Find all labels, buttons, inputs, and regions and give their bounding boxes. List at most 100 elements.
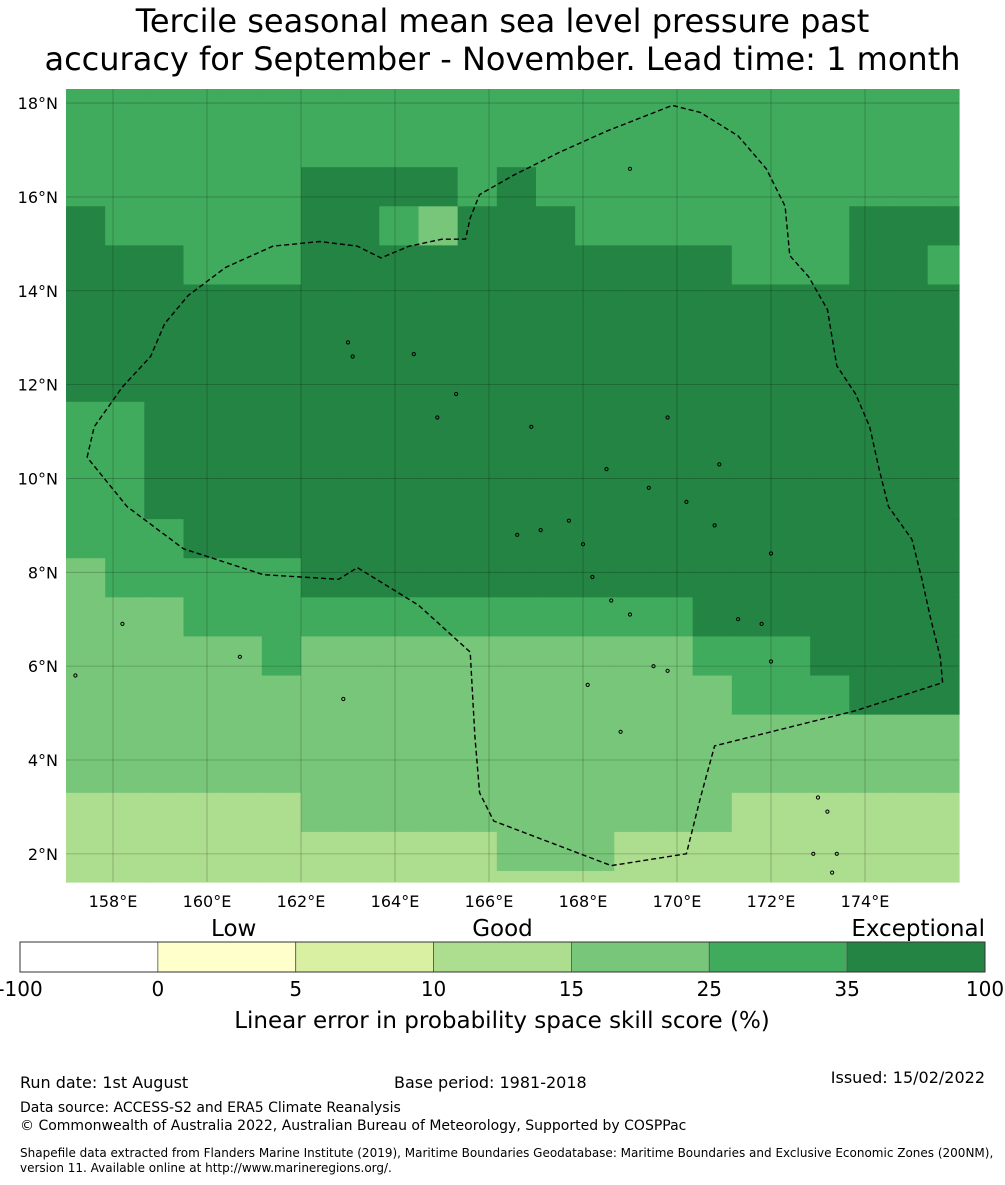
grid-cell	[731, 558, 772, 598]
grid-cell	[183, 167, 224, 207]
grid-cell	[105, 167, 145, 207]
grid-cell	[261, 245, 302, 286]
grid-cell	[535, 401, 576, 442]
island-outline	[825, 809, 830, 814]
latitude-label: 18°N	[18, 94, 58, 113]
grid-cell	[849, 831, 890, 872]
title-line-2: accuracy for September - November. Lead …	[44, 40, 961, 78]
grid-cell	[692, 89, 733, 129]
grid-cell	[810, 597, 850, 638]
grid-cell	[692, 323, 733, 364]
island-outline	[717, 462, 722, 467]
grid-cell	[418, 284, 459, 325]
island-outline	[815, 795, 821, 800]
grid-cell	[496, 831, 537, 872]
grid-cell	[810, 206, 850, 246]
grid-cell	[183, 792, 224, 833]
grid-cell	[927, 401, 960, 442]
grid-cell	[770, 89, 811, 129]
shapefile-credit: Shapefile data extracted from Flanders M…	[20, 1146, 1005, 1176]
grid-cell	[418, 871, 459, 883]
grid-cell	[653, 206, 694, 246]
island-outline	[811, 851, 816, 856]
grid-cell	[66, 284, 106, 325]
grid-cell	[888, 480, 929, 520]
grid-cell	[496, 128, 537, 168]
grid-cell	[300, 245, 341, 286]
grid-cell	[105, 831, 145, 872]
grid-cell	[261, 597, 302, 638]
grid-cell	[144, 714, 185, 755]
grid-cell	[144, 362, 185, 403]
grid-cell	[340, 245, 380, 286]
colorbar-swatch	[846, 941, 986, 973]
grid-cell	[300, 871, 341, 883]
grid-cell	[222, 558, 263, 598]
skill-score-map: 18°N 16°N 14°N 12°N 10°N 8°N 6°N 4°N 2°N 158°E 16…	[18, 89, 960, 910]
grid-cell	[496, 675, 537, 716]
grid-cell	[535, 362, 576, 403]
grid-cell	[261, 323, 302, 364]
grid-cell	[614, 558, 655, 598]
grid-cell	[66, 362, 106, 403]
grid-cell	[300, 128, 341, 168]
grid-cell	[300, 440, 341, 481]
grid-cell	[340, 206, 380, 246]
colorbar-tick-label: 25	[697, 977, 722, 1001]
grid-cell	[770, 206, 811, 246]
title-line-1: Tercile seasonal mean sea level pressure…	[135, 2, 870, 40]
grid-cell	[496, 871, 537, 883]
grid-cell	[496, 597, 537, 638]
grid-cell	[692, 284, 733, 325]
grid-cell	[770, 323, 811, 364]
grid-cell	[144, 871, 185, 883]
grid-cell	[222, 89, 263, 129]
grid-cell	[810, 558, 850, 598]
longitude-labels: 158°E 160°E 162°E 164°E 166°E 168°E 170°E 172°E…	[89, 892, 890, 910]
grid-cell	[496, 792, 537, 833]
grid-cell	[340, 675, 380, 716]
grid-cell	[496, 245, 537, 286]
grid-cell	[340, 89, 380, 129]
grid-cell	[692, 871, 733, 883]
grid-cell	[379, 558, 420, 598]
grid-cell	[340, 480, 380, 520]
grid-cell	[340, 714, 380, 755]
grid-cell	[575, 480, 615, 520]
grid-cell	[575, 401, 615, 442]
grid-cell	[379, 245, 420, 286]
grid-cell	[770, 675, 811, 716]
island-outline	[651, 664, 656, 669]
island-outline	[585, 682, 590, 688]
grid-cell	[418, 753, 459, 794]
grid-cell	[575, 558, 615, 598]
grid-cell	[105, 323, 145, 364]
grid-cell	[535, 636, 576, 677]
grid-cell	[496, 519, 537, 559]
grid-cell	[105, 362, 145, 403]
latitude-labels: 18°N 16°N 14°N 12°N 10°N 8°N 6°N 4°N 2°N	[18, 94, 58, 864]
grid-cell	[653, 440, 694, 481]
grid-cell	[535, 558, 576, 598]
grid-cell	[692, 206, 733, 246]
grid-cell	[535, 871, 576, 883]
grid-cell	[653, 636, 694, 677]
grid-cell	[340, 871, 380, 883]
grid-cell	[418, 323, 459, 364]
grid-cell	[810, 831, 850, 872]
grid-cell	[183, 362, 224, 403]
island-outline	[830, 870, 835, 875]
grid-cell	[379, 128, 420, 168]
grid-cell	[261, 362, 302, 403]
latitude-label: 10°N	[18, 469, 58, 488]
grid-cell	[379, 714, 420, 755]
grid-cell	[183, 519, 224, 559]
grid-cell	[731, 206, 772, 246]
grid-cell	[810, 323, 850, 364]
grid-cell	[144, 440, 185, 481]
grid-cell	[575, 362, 615, 403]
grid-cell	[261, 558, 302, 598]
grid-cell	[770, 284, 811, 325]
grid-cell	[888, 401, 929, 442]
island-outline	[435, 415, 440, 420]
